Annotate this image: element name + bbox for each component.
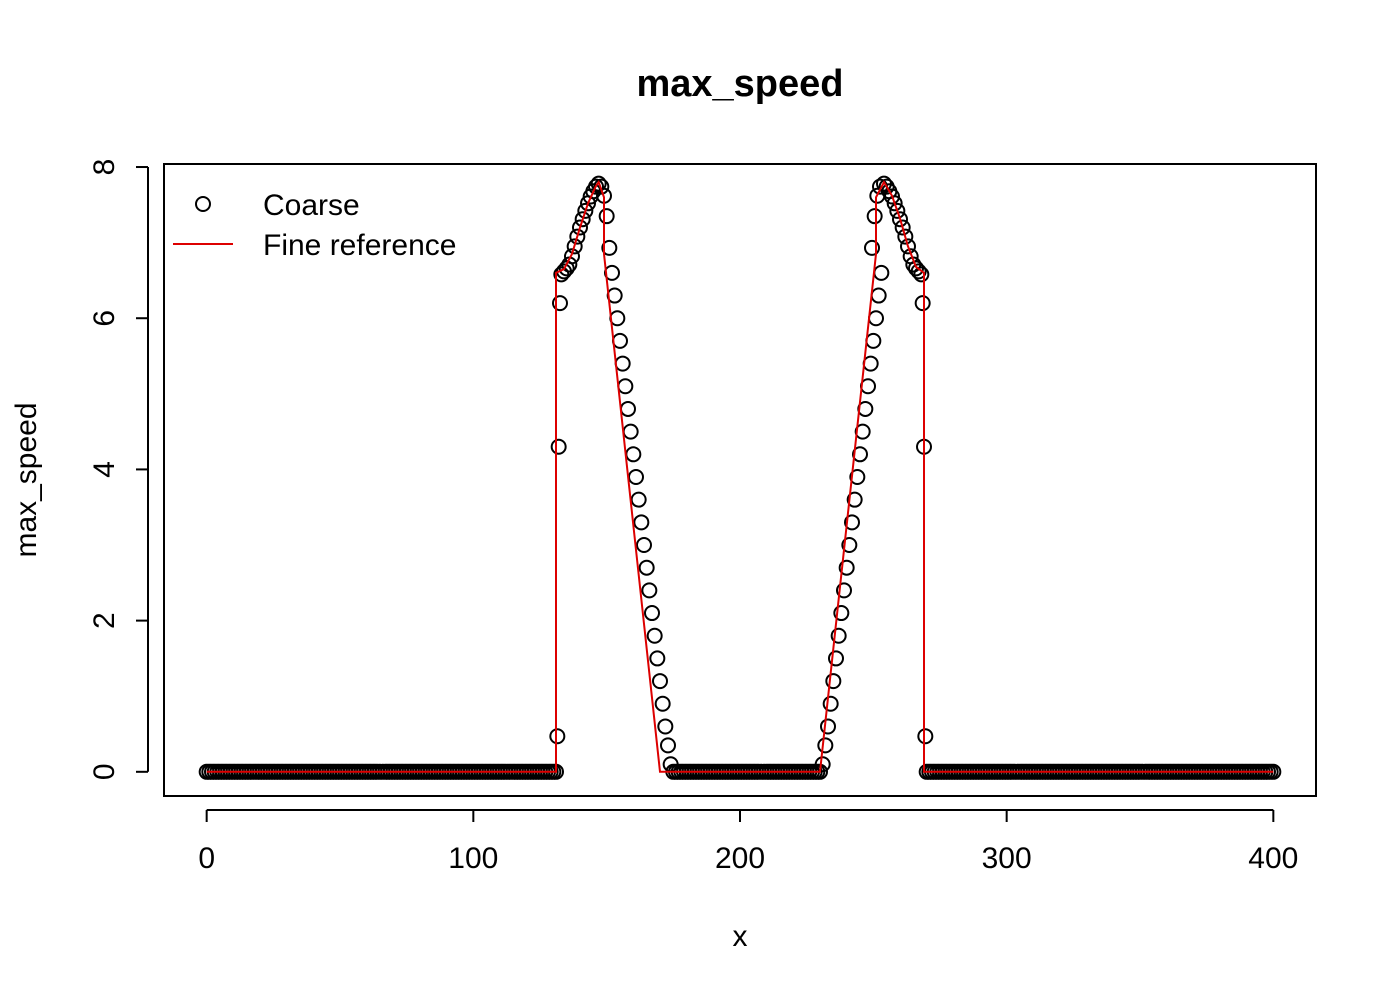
coarse-point [617,378,634,395]
coarse-point [838,559,855,576]
coarse-point [577,202,594,219]
coarse-point [841,537,858,554]
coarse-point [641,582,658,599]
x-tick-label: 100 [448,842,498,875]
coarse-point [574,211,591,228]
coarse-point [913,266,930,283]
coarse-point [612,332,628,349]
coarse-point [852,446,868,463]
coarse-point [646,627,663,644]
coarse-point [900,238,916,255]
coarse-point [638,559,655,576]
y-tick-label: 4 [88,461,121,478]
coarse-point [870,287,887,304]
coarse-point [897,228,914,245]
coarse-point [814,756,831,773]
y-tick-label: 2 [88,612,121,629]
coarse-point [917,728,934,745]
coarse-point [604,264,620,281]
coarse-point [572,219,588,236]
coarse-point [654,695,671,712]
x-tick-label: 0 [198,842,215,875]
coarse-point [830,627,847,644]
coarse-point [865,332,882,349]
coarse-point [817,737,834,754]
coarse-point [657,718,674,735]
coarse-point [873,264,890,281]
legend-fine-label: Fine reference [263,229,456,262]
coarse-point [564,248,580,265]
x-tick-label: 200 [715,842,765,875]
coarse-point [836,582,852,599]
x-tick-label: 400 [1248,842,1298,875]
coarse-point [846,491,863,508]
coarse-point [625,446,642,463]
coarse-point [552,295,568,312]
y-tick-label: 6 [88,310,121,327]
coarse-point [628,468,644,485]
legend-coarse-marker [195,196,211,212]
coarse-point [644,605,660,622]
x-tick-label: 300 [982,842,1032,875]
coarse-point [630,491,647,508]
plot-frame [163,163,1317,797]
coarse-point [550,438,567,455]
coarse-point [864,239,880,256]
coarse-point [598,208,615,225]
coarse-point [549,728,566,745]
coarse-point [566,238,583,255]
coarse-point [889,202,906,219]
coarse-point [892,211,908,228]
coarse-point [894,219,911,236]
coarse-point [622,423,639,440]
coarse-point [914,295,931,312]
plot-marks [198,175,1282,780]
x-axis: 0 100 200 300 400 [198,809,1298,875]
coarse-point [844,514,860,531]
coarse-point [569,228,586,245]
coarse-point [884,188,900,205]
coarse-point [593,178,610,195]
coarse-point [828,650,844,667]
coarse-point [866,208,883,225]
legend: Coarse Fine reference [173,189,456,262]
y-axis: 0 2 4 6 8 [88,159,149,780]
coarse-point [854,423,871,440]
coarse-point [652,673,668,690]
coarse-point [660,737,676,754]
coarse-series [198,175,1282,780]
coarse-point [849,468,866,485]
coarse-point [614,355,631,372]
y-axis-label: max_speed [10,402,43,557]
coarse-point [833,605,850,622]
coarse-point [868,310,884,327]
coarse-point [633,514,650,531]
coarse-point [588,178,604,195]
legend-coarse-label: Coarse [263,189,360,222]
y-tick-label: 0 [88,763,121,780]
coarse-point [601,239,618,256]
x-axis-label: x [733,920,748,953]
coarse-point [636,537,652,554]
coarse-point [862,355,879,372]
coarse-point [886,195,903,212]
fine-reference-line [206,179,1274,773]
coarse-point [649,650,666,667]
coarse-point [620,400,636,417]
y-tick-label: 8 [88,159,121,176]
coarse-point [910,263,927,280]
chart-title: max_speed [636,63,843,105]
coarse-point [825,673,842,690]
coarse-point [820,718,836,735]
coarse-point [822,695,839,712]
